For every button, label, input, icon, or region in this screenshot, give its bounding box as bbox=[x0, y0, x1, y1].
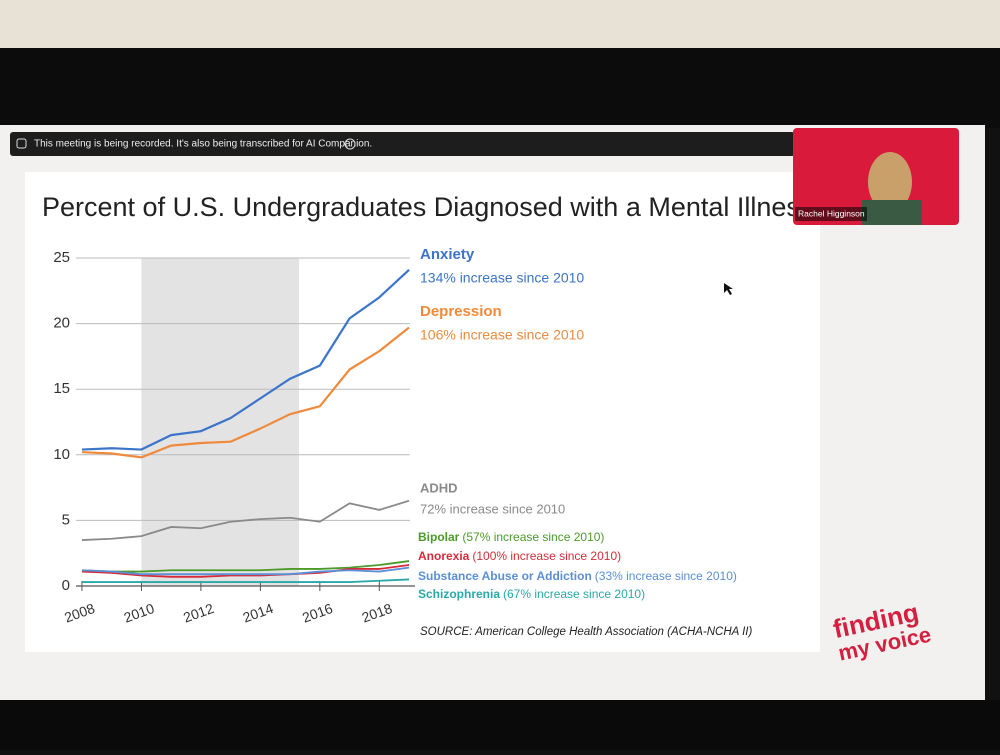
series-label-group: Bipolar (57% increase since 2010) bbox=[418, 530, 604, 544]
series-line bbox=[81, 560, 410, 573]
series-note: 72% increase since 2010 bbox=[420, 501, 565, 516]
series-label: Schizophrenia bbox=[418, 587, 500, 601]
series-label-group: Schizophrenia (67% increase since 2010) bbox=[418, 587, 645, 601]
series-line bbox=[81, 499, 410, 541]
participant-name: Rachel Higginson bbox=[798, 208, 865, 218]
banner-text: This meeting is being recorded. It's als… bbox=[34, 139, 372, 150]
y-tick-label: 25 bbox=[53, 249, 70, 266]
series-note: (100% increase since 2010) bbox=[472, 549, 621, 563]
series-label: Anorexia bbox=[418, 549, 470, 563]
series-line bbox=[81, 564, 410, 578]
series-note: (33% increase since 2010) bbox=[595, 569, 737, 583]
series-line bbox=[81, 578, 410, 583]
series-label: ADHD bbox=[420, 480, 458, 495]
series-label: Bipolar bbox=[418, 530, 460, 544]
y-tick-label: 0 bbox=[62, 577, 70, 594]
y-tick-label: 5 bbox=[62, 511, 70, 528]
cursor bbox=[724, 283, 733, 295]
room-wall bbox=[0, 0, 1000, 48]
series-label-group: Substance Abuse or Addiction (33% increas… bbox=[418, 569, 737, 583]
series-line bbox=[81, 326, 410, 459]
chart-title: Percent of U.S. Undergraduates Diagnosed… bbox=[42, 192, 813, 222]
series-note: (57% increase since 2010) bbox=[462, 530, 604, 544]
series-note: 106% increase since 2010 bbox=[420, 327, 584, 343]
banner-icon bbox=[16, 138, 27, 149]
bezel-bottom bbox=[0, 700, 1000, 750]
series-note: (67% increase since 2010) bbox=[503, 587, 645, 601]
series-line bbox=[81, 566, 410, 576]
series-label-group: Anorexia (100% increase since 2010) bbox=[418, 549, 621, 563]
participant-video bbox=[868, 152, 912, 212]
bezel bbox=[0, 48, 1000, 128]
series-note: 134% increase since 2010 bbox=[420, 270, 584, 286]
recording-banner bbox=[10, 132, 795, 156]
series-label: Depression bbox=[420, 303, 502, 320]
name-tag bbox=[795, 207, 867, 221]
series-label: Substance Abuse or Addiction bbox=[418, 569, 592, 583]
series-label: Anxiety bbox=[420, 246, 475, 263]
series-line bbox=[81, 269, 410, 451]
y-tick-label: 10 bbox=[53, 446, 70, 463]
source: SOURCE: American College Health Associat… bbox=[420, 626, 752, 638]
info-button[interactable] bbox=[344, 138, 356, 150]
y-tick-label: 15 bbox=[53, 380, 70, 397]
participant-video bbox=[862, 200, 922, 225]
y-tick-label: 20 bbox=[53, 315, 70, 332]
